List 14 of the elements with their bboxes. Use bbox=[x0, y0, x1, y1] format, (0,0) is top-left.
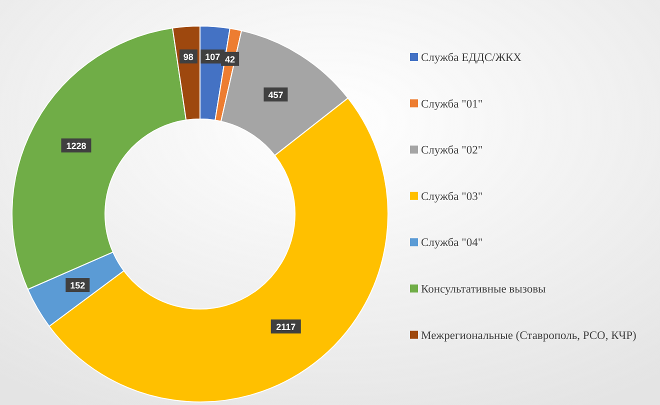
legend-label: Межрегиональные (Ставрополь, РСО, КЧР) bbox=[421, 330, 636, 342]
data-label: 98 bbox=[183, 52, 194, 62]
data-label: 457 bbox=[268, 90, 284, 100]
data-label: 1228 bbox=[66, 140, 86, 151]
slice-label: Служба "03" bbox=[421, 190, 483, 203]
data-label: 2117 bbox=[276, 322, 296, 332]
legend-label: Служба "04" bbox=[421, 237, 483, 250]
data-label: 107 bbox=[205, 52, 220, 62]
data-label: 42 bbox=[225, 54, 236, 64]
legend-label: Консультативные вызовы bbox=[421, 284, 546, 296]
legend-label: Служба "01" bbox=[421, 98, 483, 110]
data-label: 152 bbox=[70, 280, 86, 291]
legend-label: Служба ЕДДС/ЖКХ bbox=[421, 52, 522, 64]
legend-label: Служба "02" bbox=[421, 144, 483, 157]
